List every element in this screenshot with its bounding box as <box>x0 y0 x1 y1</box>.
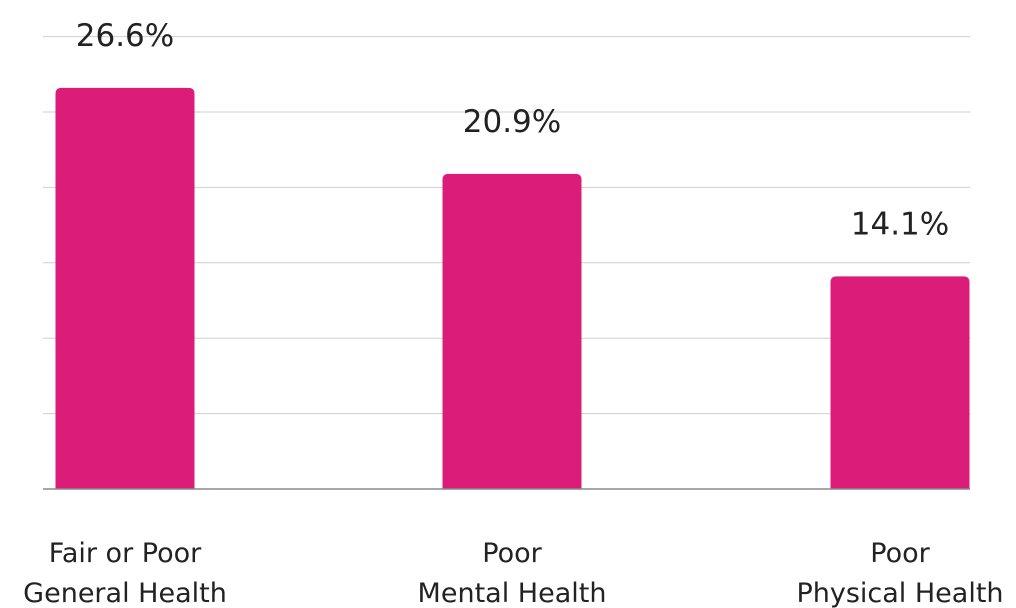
data-label: 20.9% <box>463 104 561 140</box>
bar <box>830 276 970 489</box>
bars-group <box>55 87 970 489</box>
data-label: 14.1% <box>851 206 949 242</box>
category-label: Fair or Poor <box>49 538 202 569</box>
category-label: Poor <box>482 538 542 569</box>
category-label: Mental Health <box>418 578 607 608</box>
category-labels-group: Fair or Poor General Health Poor Mental Hea… <box>23 538 1003 608</box>
bar <box>55 87 195 489</box>
bar <box>442 173 582 489</box>
category-label: Physical Health <box>796 578 1003 608</box>
category-label: Poor <box>870 538 930 569</box>
category-label: General Health <box>23 578 227 608</box>
data-label: 26.6% <box>76 18 174 54</box>
data-labels-group: 26.6% 20.9% 14.1% <box>76 18 949 242</box>
